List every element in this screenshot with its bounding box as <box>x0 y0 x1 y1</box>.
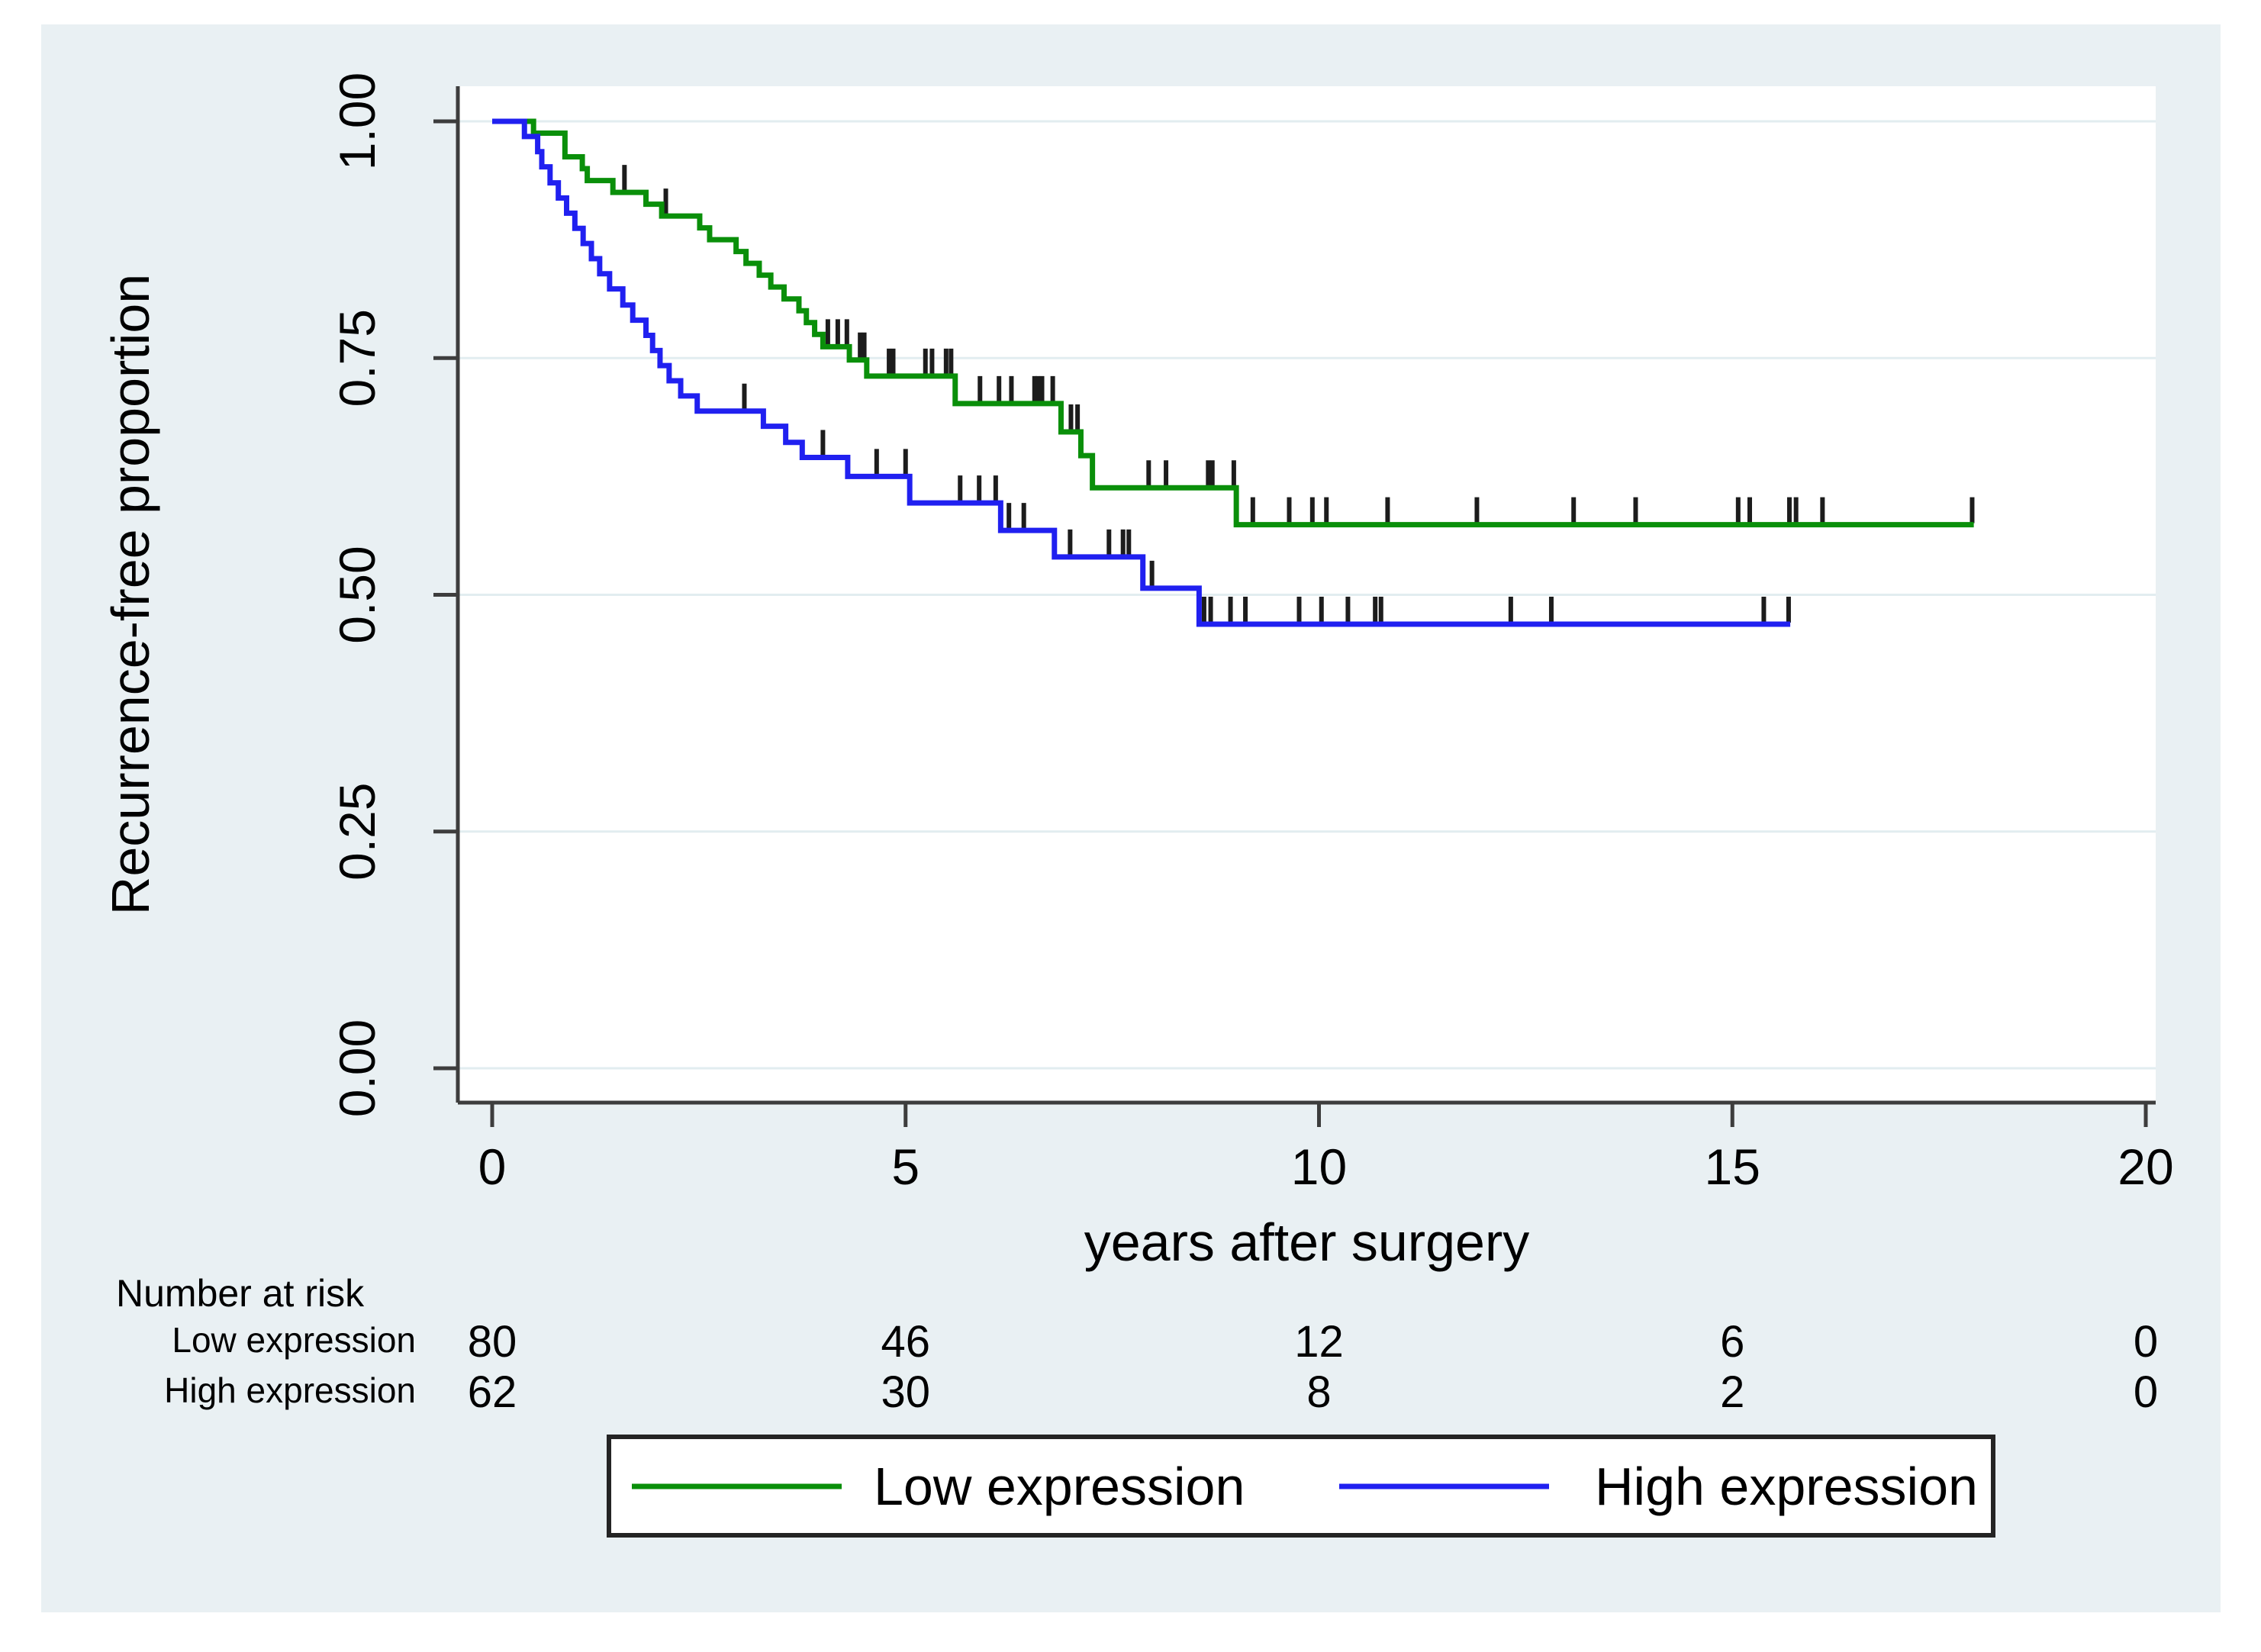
risk-count: 8 <box>1306 1367 1331 1417</box>
risk-count: 30 <box>881 1367 930 1417</box>
legend-label-low-expression: Low expression <box>874 1457 1245 1516</box>
risk-count: 6 <box>1720 1317 1744 1367</box>
x-tick-label: 10 <box>1291 1138 1347 1195</box>
km-step-curve-high-expression <box>492 118 1791 627</box>
risk-count: 80 <box>468 1317 517 1367</box>
risk-count: 62 <box>468 1367 517 1417</box>
y-tick-label: 0.50 <box>329 546 385 643</box>
risk-count: 0 <box>2134 1317 2158 1367</box>
risk-count: 0 <box>2134 1367 2158 1417</box>
y-tick-label: 1.00 <box>329 72 385 170</box>
risk-table-title: Number at risk <box>116 1272 365 1315</box>
risk-count: 2 <box>1720 1367 1744 1417</box>
km-step-curve-low-expression <box>492 118 1974 528</box>
x-axis-title: years after surgery <box>1084 1212 1530 1272</box>
y-tick-label: 0.25 <box>329 783 385 881</box>
x-tick-label: 0 <box>478 1138 507 1195</box>
x-tick-label: 20 <box>2118 1138 2173 1195</box>
y-axis-title: Recurrence-free proportion <box>101 274 160 915</box>
risk-count: 12 <box>1294 1317 1344 1367</box>
risk-row-label-high-expression: High expression <box>164 1370 416 1410</box>
y-tick-label: 0.00 <box>329 1019 385 1117</box>
risk-row-label-low-expression: Low expression <box>172 1320 416 1360</box>
x-tick-label: 15 <box>1705 1138 1760 1195</box>
x-tick-label: 5 <box>891 1138 920 1195</box>
risk-count: 46 <box>881 1317 930 1367</box>
legend-label-high-expression: High expression <box>1595 1457 1978 1516</box>
y-tick-label: 0.75 <box>329 309 385 407</box>
